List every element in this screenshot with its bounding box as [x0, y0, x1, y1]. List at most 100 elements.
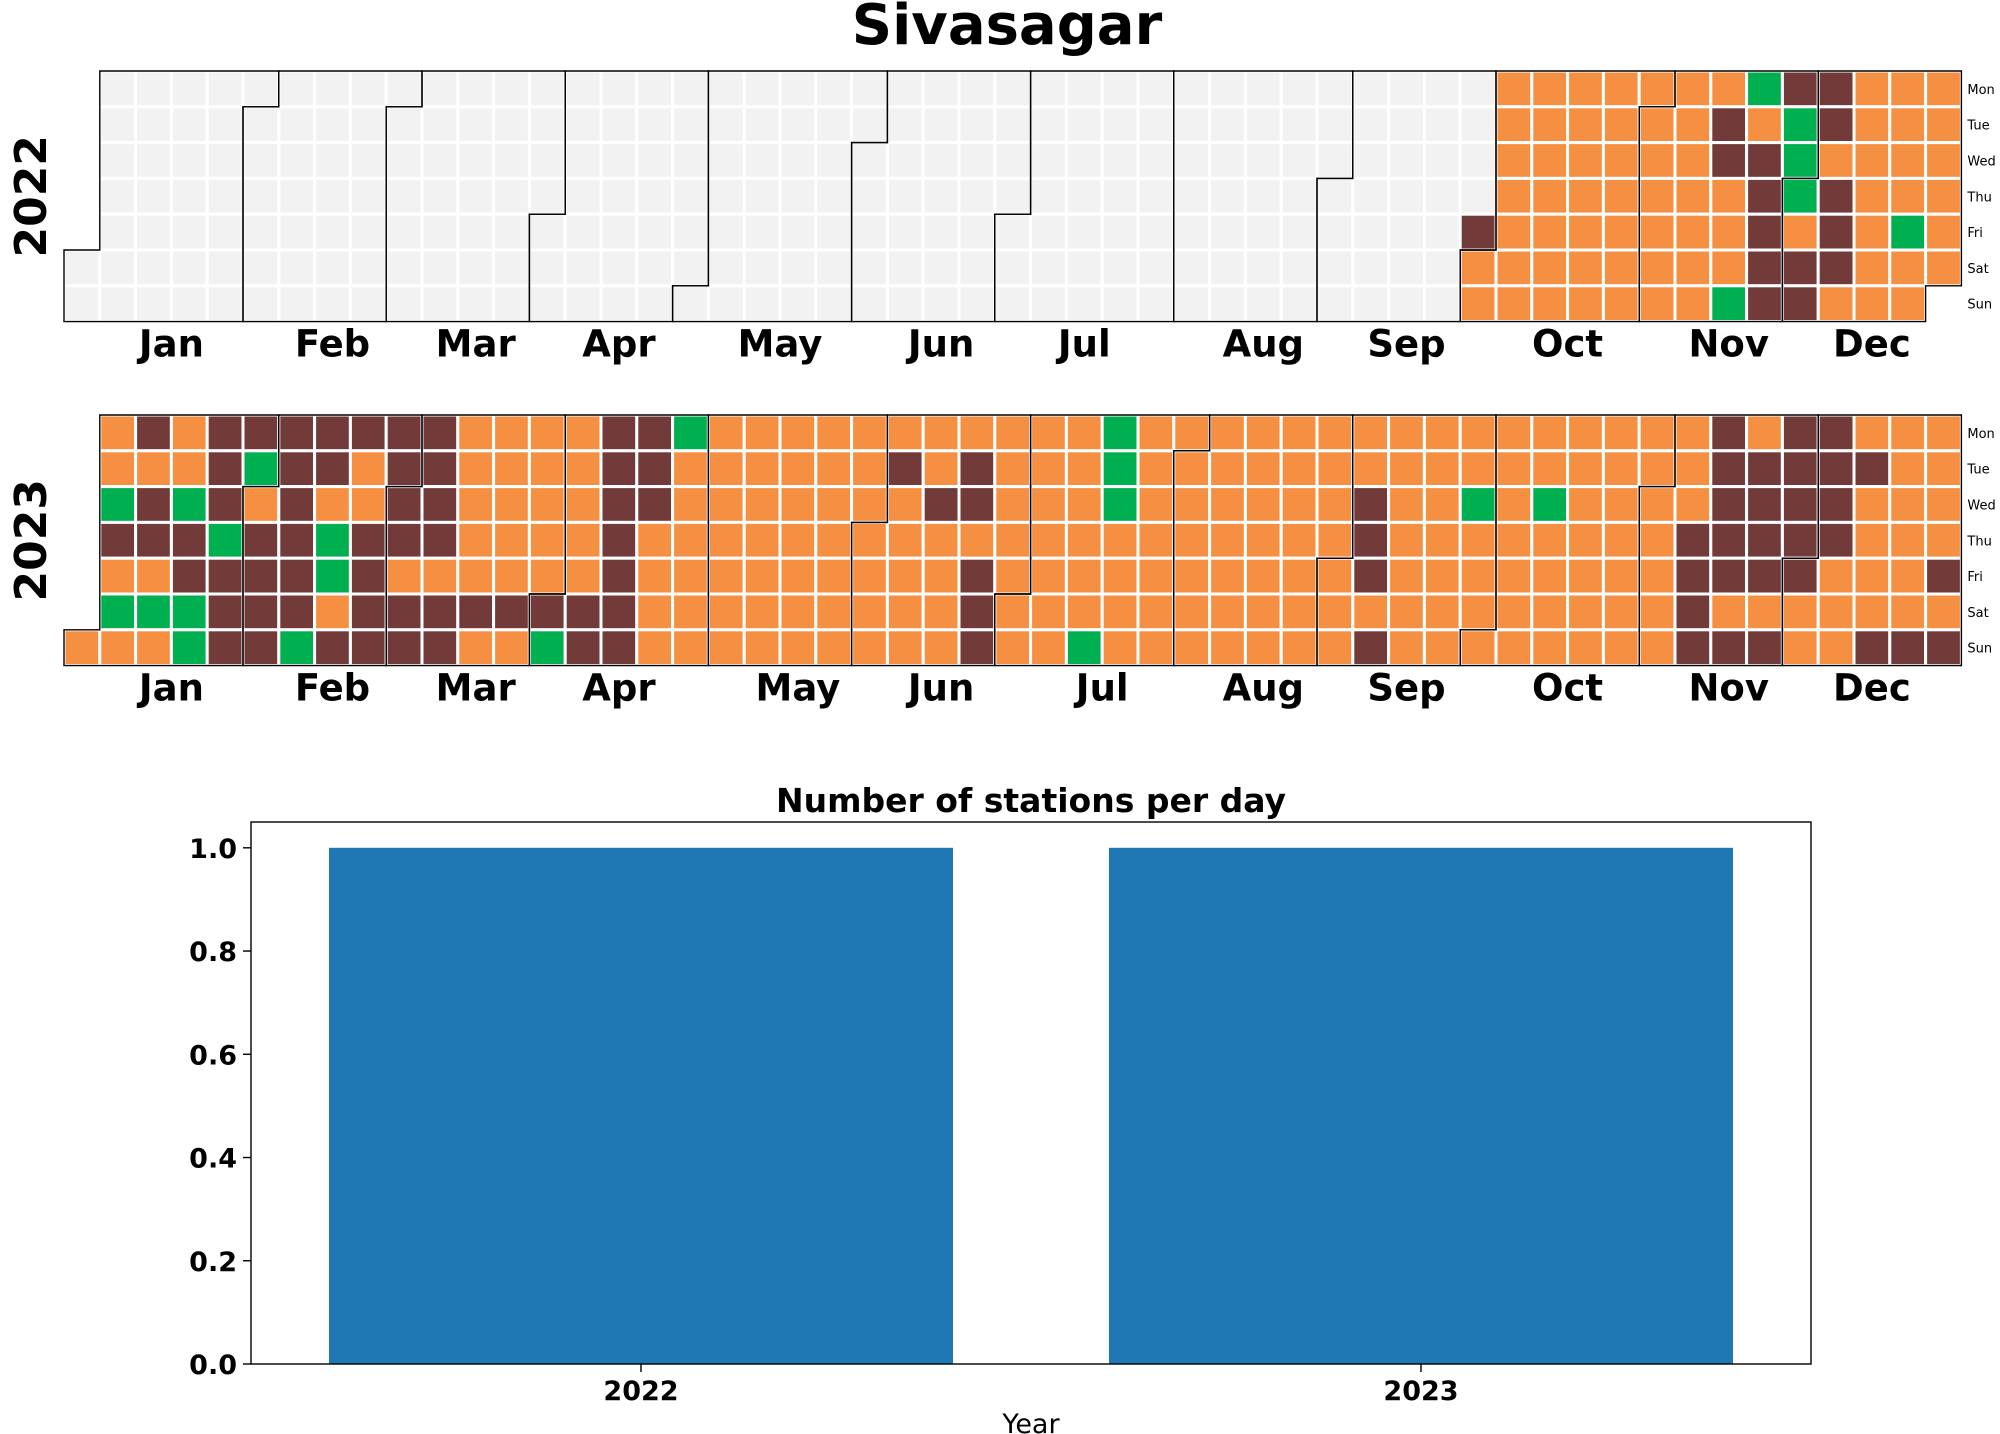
day-cell [1422, 248, 1462, 288]
day-cell [1422, 413, 1462, 453]
day-cell [671, 105, 710, 145]
day-cell [1315, 284, 1355, 324]
day-cell [420, 248, 460, 288]
day-cell [778, 105, 818, 145]
day-cell [1780, 284, 1820, 324]
day-cell [814, 212, 854, 252]
day-cell [1566, 485, 1605, 524]
day-cell [671, 248, 710, 288]
day-cell [957, 628, 997, 668]
weekday-label: Thu [1966, 190, 1991, 205]
day-cell [98, 628, 138, 668]
day-cell [1816, 105, 1856, 145]
day-cell [1172, 520, 1212, 560]
day-cell [456, 69, 496, 109]
day-cell [420, 141, 460, 180]
day-cell [313, 248, 352, 288]
day-cell [1029, 449, 1068, 489]
month-label: Mar [436, 323, 517, 366]
day-cell [993, 628, 1033, 668]
day-cell [1351, 628, 1391, 668]
day-cell [706, 449, 746, 489]
day-cell [742, 212, 782, 252]
day-cell [1243, 449, 1283, 489]
day-cell [814, 520, 854, 560]
day-cell [241, 176, 281, 216]
day-cell [313, 413, 352, 453]
day-cell [98, 141, 138, 180]
month-label: Aug [1223, 667, 1304, 710]
day-cell [635, 556, 675, 596]
day-cell [1458, 556, 1498, 596]
day-cell [1530, 556, 1570, 596]
day-cell [1208, 520, 1247, 560]
day-cell [98, 284, 138, 324]
day-cell [706, 284, 746, 324]
day-cell [1315, 485, 1355, 524]
day-cell [384, 105, 424, 145]
day-cell [706, 556, 746, 596]
day-cell [62, 628, 102, 668]
day-cell [456, 141, 496, 180]
day-cell [885, 248, 925, 288]
day-cell [1029, 628, 1068, 668]
day-cell [277, 176, 317, 216]
day-cell [1422, 556, 1462, 596]
day-cell [205, 212, 245, 252]
day-cell [1136, 592, 1176, 632]
day-cell [563, 69, 603, 109]
day-cell [1064, 449, 1104, 489]
day-cell [384, 212, 424, 252]
weekday-label: Wed [1967, 155, 1995, 170]
day-cell [1279, 592, 1319, 632]
day-cell [1172, 628, 1212, 668]
day-cell [563, 592, 603, 632]
day-cell [169, 105, 209, 145]
day-cell [1172, 413, 1212, 453]
day-cell [1673, 556, 1713, 596]
day-cell [671, 449, 710, 489]
day-cell [1064, 556, 1104, 596]
day-cell [169, 485, 209, 524]
day-cell [599, 449, 639, 489]
day-cell [1530, 413, 1570, 453]
day-cell [1888, 449, 1928, 489]
day-cell [313, 69, 352, 109]
day-cell [384, 69, 424, 109]
day-cell [1172, 248, 1212, 288]
month-label: Jan [136, 667, 204, 710]
day-cell [706, 628, 746, 668]
day-cell [1780, 69, 1820, 109]
day-cell [921, 105, 961, 145]
day-cell [134, 592, 173, 632]
day-cell [1745, 69, 1784, 109]
day-cell [1387, 485, 1426, 524]
day-cell [1888, 628, 1928, 668]
day-cell [169, 141, 209, 180]
day-cell [1064, 248, 1104, 288]
day-cell [706, 485, 746, 524]
day-cell [420, 592, 460, 632]
day-cell [1709, 141, 1749, 180]
y-tick-label: 0.2 [189, 1247, 237, 1278]
day-cell [1673, 69, 1713, 109]
day-cell [1279, 628, 1319, 668]
day-cell [1029, 141, 1068, 180]
day-cell [1780, 413, 1820, 453]
day-cell [599, 141, 639, 180]
day-cell [850, 449, 889, 489]
month-label: Jul [1073, 667, 1129, 710]
day-cell [1243, 69, 1283, 109]
day-cell [921, 413, 961, 453]
day-cell [850, 413, 889, 453]
day-cell [993, 449, 1033, 489]
day-cell [241, 69, 281, 109]
day-cell [885, 520, 925, 560]
day-cell [671, 212, 710, 252]
day-cell [1637, 556, 1677, 596]
day-cell [98, 413, 138, 453]
weekday-label: Mon [1967, 427, 1994, 442]
weekday-label: Thu [1966, 534, 1991, 549]
day-cell [277, 520, 317, 560]
day-cell [1673, 105, 1713, 145]
